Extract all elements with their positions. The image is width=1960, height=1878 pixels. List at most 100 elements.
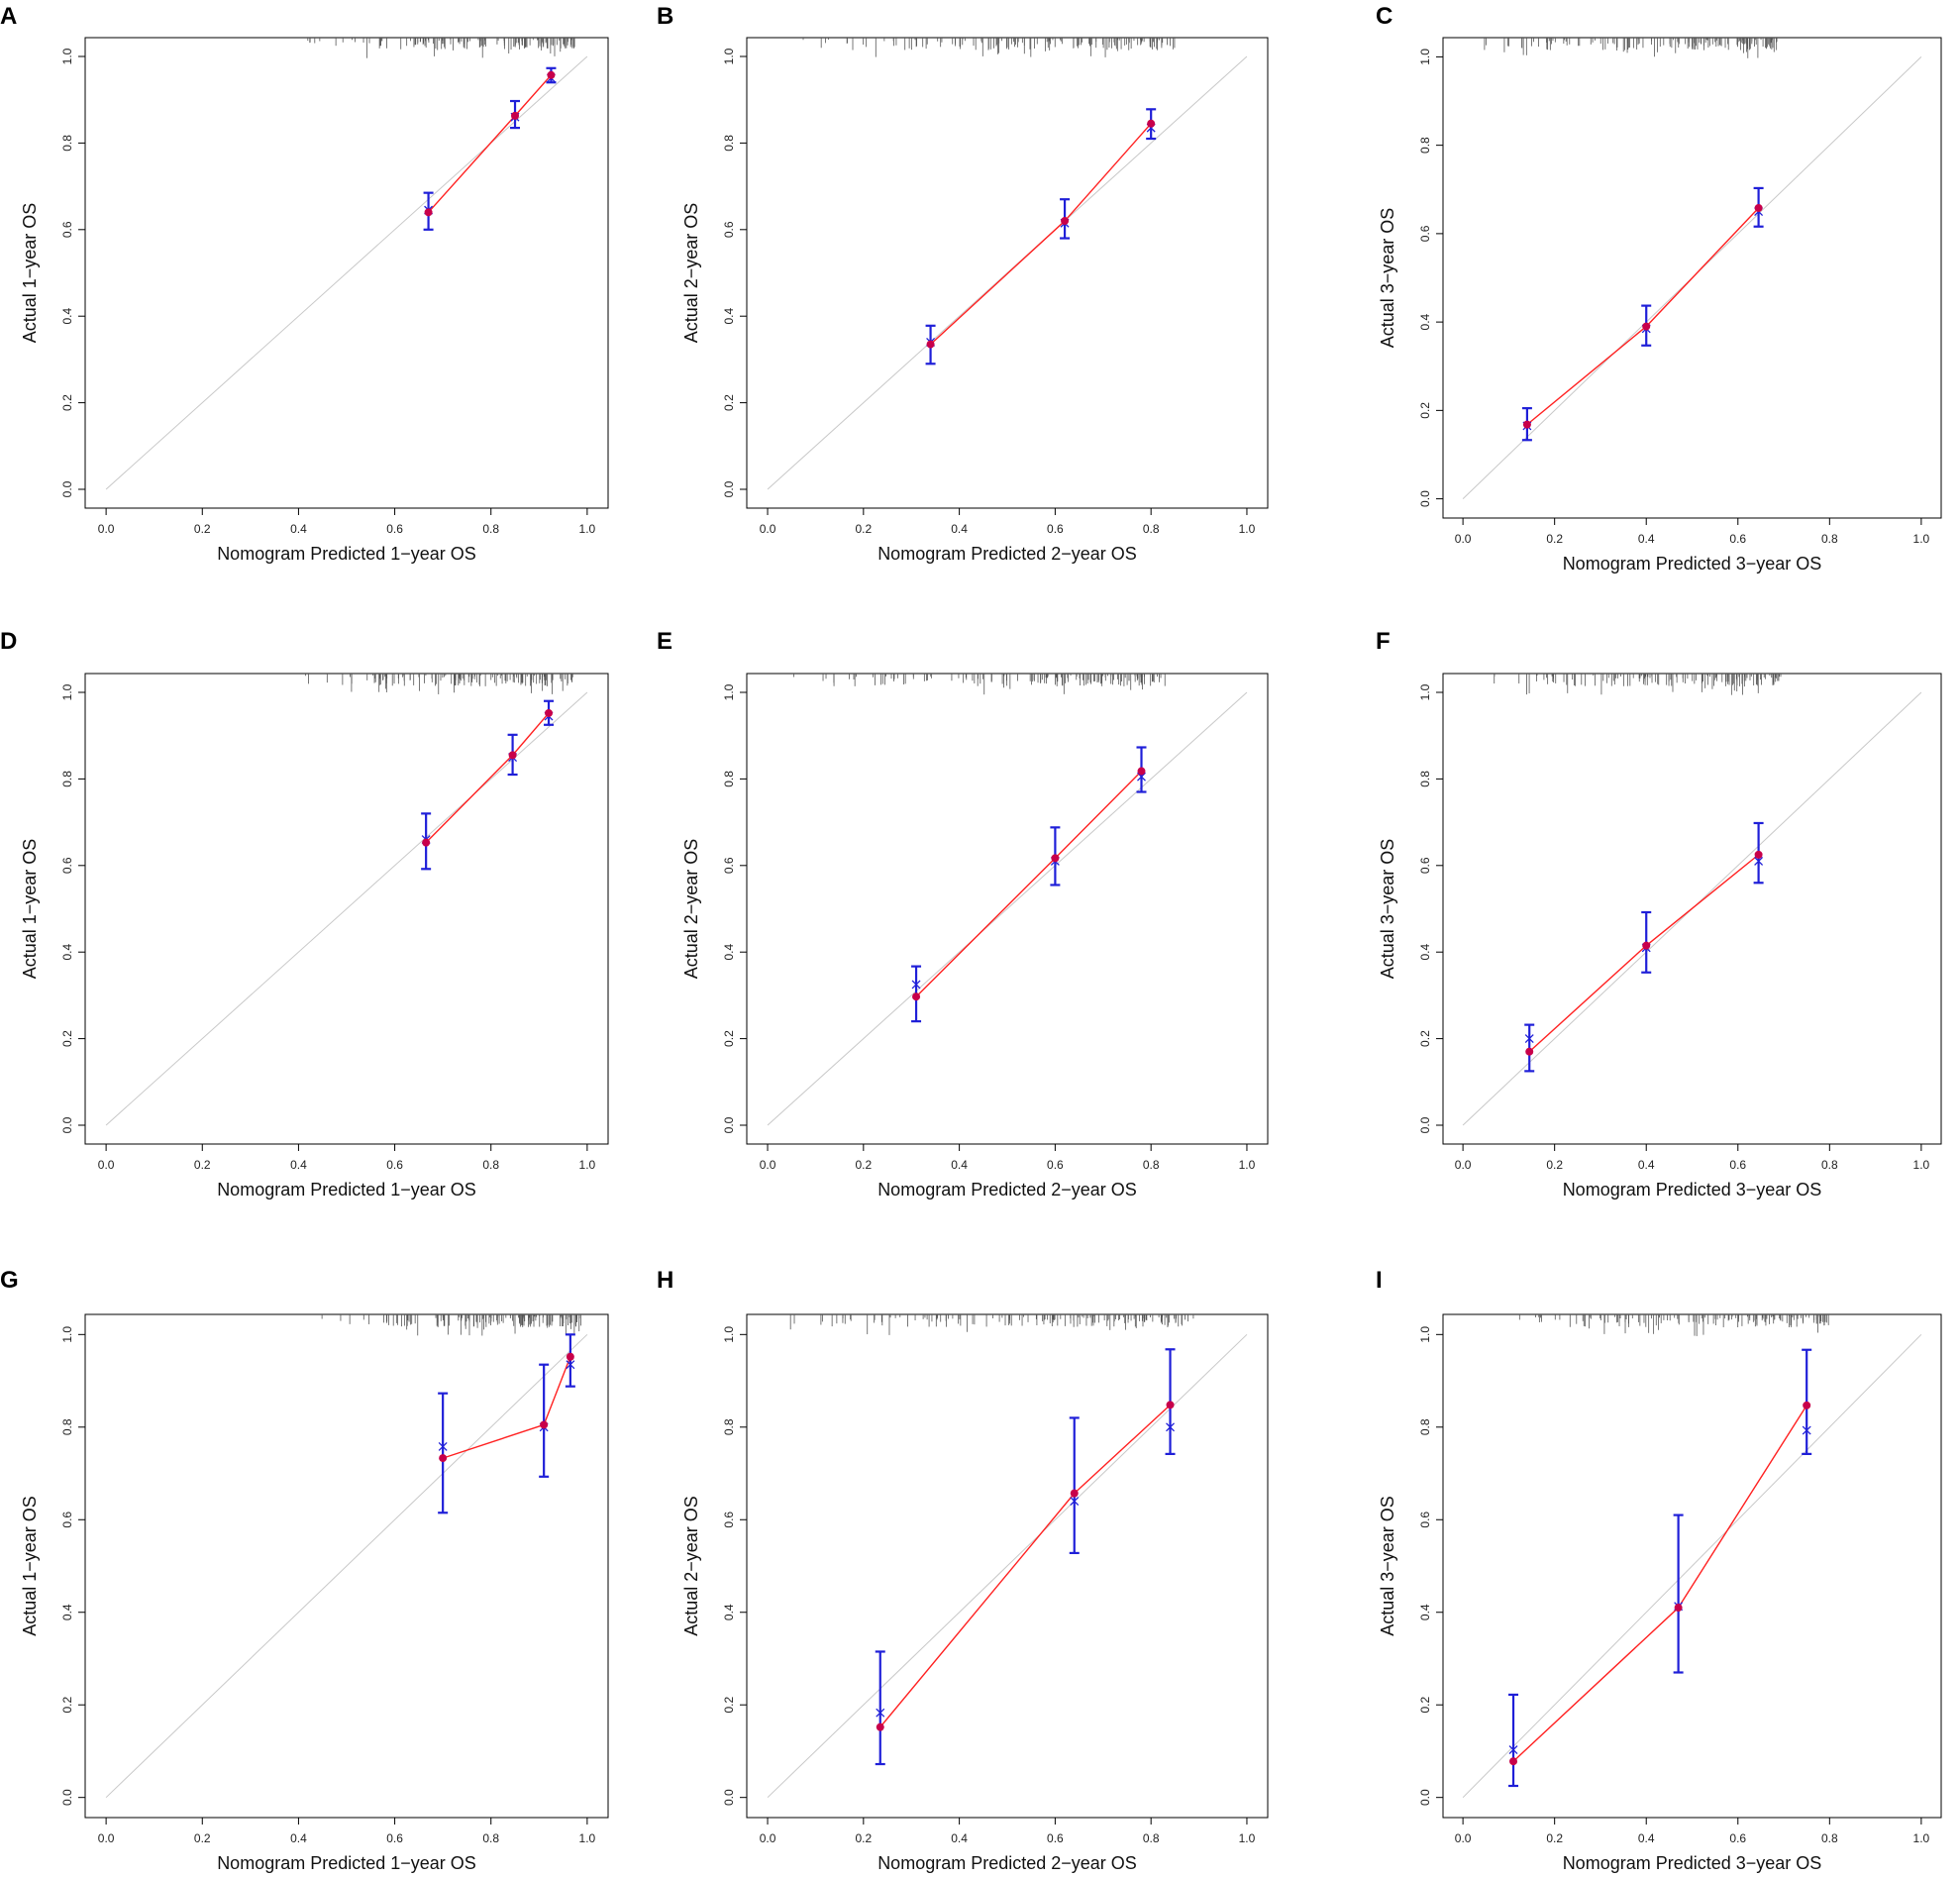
observed-point [1803, 1401, 1811, 1409]
x-tick-label: 0.6 [386, 1158, 403, 1172]
panel-I: I 0.0 0.2 0.4 0.6 0.8 1.0 0.0 0.2 0.4 0.6 0.8 1.0 Nom… [1376, 1267, 1942, 1873]
x-tick-label: 0.0 [98, 1158, 115, 1172]
observed-line-segment [1645, 854, 1760, 947]
observed-point [540, 1420, 549, 1429]
y-tick-label: 1.0 [722, 683, 736, 700]
x-tick-label: 1.0 [1913, 532, 1930, 546]
observed-line-segment [1512, 1607, 1680, 1762]
x-tick-label: 0.2 [855, 522, 872, 536]
observed-point [1137, 767, 1146, 776]
x-tick-label: 0.2 [1546, 1158, 1563, 1172]
x-tick-label: 0.2 [194, 1158, 211, 1172]
observed-point [424, 208, 433, 217]
x-axis-title: Nomogram Predicted 3−year OS [1563, 1180, 1822, 1200]
x-tick-label: 0.8 [482, 1831, 499, 1845]
observed-point [1642, 322, 1651, 331]
ideal-line [105, 55, 588, 490]
y-tick-label: 0.0 [1418, 1789, 1432, 1806]
observed-point [1642, 941, 1651, 950]
observed-line-segment [1645, 207, 1760, 328]
observed-line-segment [425, 754, 514, 844]
x-tick-label: 0.6 [1729, 1831, 1746, 1845]
x-tick-label: 1.0 [579, 1158, 596, 1172]
plot-frame [746, 1313, 1269, 1819]
y-tick-label: 0.2 [1418, 1030, 1432, 1047]
y-tick-label: 0.4 [722, 1604, 736, 1620]
y-tick-label: 0.6 [1418, 857, 1432, 874]
observed-line-segment [428, 115, 516, 213]
y-tick-label: 0.8 [1418, 1418, 1432, 1435]
y-tick-label: 0.8 [1418, 771, 1432, 787]
ideal-line [105, 1333, 588, 1799]
panel-letter: B [657, 3, 673, 30]
observed-point [545, 708, 554, 717]
x-axis-title: Nomogram Predicted 1−year OS [217, 544, 476, 564]
y-tick-label: 1.0 [722, 48, 736, 64]
observed-point [912, 992, 921, 1001]
x-tick-label: 0.8 [1143, 1158, 1160, 1172]
y-tick-label: 0.4 [722, 944, 736, 961]
ideal-line [767, 1333, 1248, 1799]
observed-point [1522, 420, 1531, 429]
x-tick-label: 0.4 [290, 1831, 307, 1845]
y-tick-label: 0.6 [60, 221, 74, 238]
x-axis-title: Nomogram Predicted 2−year OS [877, 1180, 1137, 1200]
y-tick-label: 0.2 [60, 1030, 74, 1047]
y-tick-label: 1.0 [60, 48, 74, 64]
panel-letter: D [0, 628, 17, 655]
observed-line-segment [442, 1423, 545, 1459]
x-tick-label: 0.0 [1455, 1831, 1472, 1845]
x-tick-label: 0.6 [386, 1831, 403, 1845]
y-tick-label: 0.8 [722, 1418, 736, 1435]
y-tick-label: 0.2 [60, 1697, 74, 1714]
y-tick-label: 0.6 [1418, 1512, 1432, 1528]
y-axis-title: Actual 1−year OS [20, 203, 40, 344]
y-tick-label: 1.0 [60, 1326, 74, 1343]
y-tick-label: 1.0 [60, 683, 74, 700]
bias-corrected-mark [876, 1708, 885, 1718]
observed-point [422, 838, 431, 847]
y-tick-label: 0.4 [1418, 1604, 1432, 1620]
observed-line-segment [1528, 945, 1647, 1053]
y-tick-label: 0.6 [722, 1512, 736, 1528]
y-tick-label: 0.4 [60, 944, 74, 961]
x-tick-label: 0.6 [386, 522, 403, 536]
x-tick-label: 0.8 [482, 1158, 499, 1172]
y-axis-title: Actual 2−year OS [681, 203, 701, 344]
x-tick-label: 1.0 [579, 522, 596, 536]
x-tick-label: 0.6 [1047, 1158, 1064, 1172]
observed-line-segment [879, 1493, 1076, 1728]
x-tick-label: 0.6 [1729, 1158, 1746, 1172]
x-tick-label: 0.4 [1638, 1158, 1655, 1172]
observed-point [508, 751, 517, 760]
panel-A: A 0.0 0.2 0.4 0.6 0.8 1.0 0.0 0.2 0.4 0.6 0.8 1.0 Nom… [0, 3, 609, 564]
observed-point [926, 340, 935, 349]
observed-line-segment [930, 220, 1066, 346]
y-tick-label: 0.4 [60, 1604, 74, 1620]
ideal-line [105, 691, 588, 1126]
x-tick-label: 0.4 [290, 1158, 307, 1172]
x-tick-label: 1.0 [1913, 1158, 1930, 1172]
x-tick-label: 0.2 [1546, 532, 1563, 546]
x-axis-title: Nomogram Predicted 2−year OS [877, 1853, 1137, 1873]
bias-corrected-mark [1070, 1497, 1080, 1507]
y-tick-label: 0.2 [1418, 402, 1432, 419]
y-axis-title: Actual 3−year OS [1378, 1496, 1397, 1636]
observed-line-segment [1064, 123, 1152, 222]
observed-point [1070, 1489, 1079, 1498]
x-tick-label: 0.2 [855, 1831, 872, 1845]
observed-point [1754, 204, 1763, 213]
y-tick-label: 0.6 [1418, 225, 1432, 242]
x-tick-label: 0.8 [1821, 1158, 1838, 1172]
panel-letter: F [1376, 628, 1391, 655]
observed-point [1509, 1757, 1518, 1766]
bias-corrected-mark [1754, 856, 1764, 866]
observed-line-segment [514, 74, 552, 117]
observed-point [566, 1352, 574, 1361]
y-tick-label: 0.8 [60, 135, 74, 152]
y-tick-label: 0.6 [60, 857, 74, 874]
plot-frame [84, 1313, 609, 1819]
x-tick-label: 0.6 [1047, 522, 1064, 536]
observed-point [1061, 217, 1070, 226]
y-tick-label: 0.8 [60, 771, 74, 787]
